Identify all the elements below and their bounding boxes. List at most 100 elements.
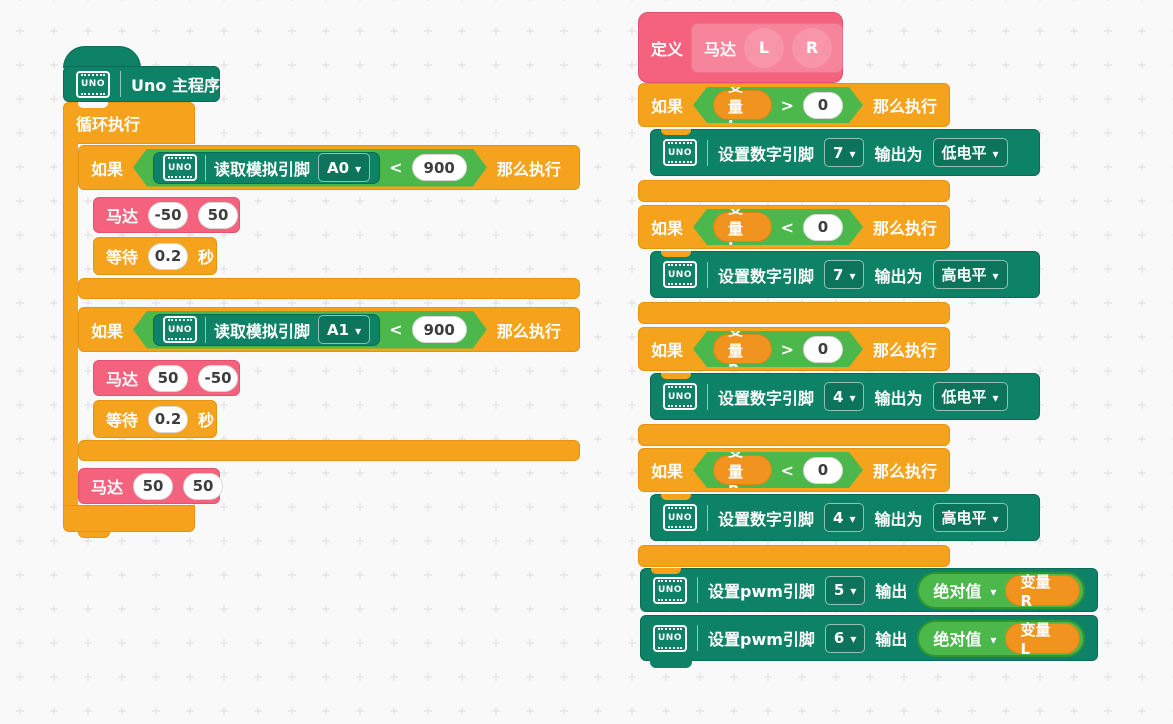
block-wait[interactable]: 等待 0.2 秒 (93, 400, 217, 438)
param-circle[interactable]: L (744, 27, 785, 68)
set-pwm-label: 设置pwm引脚 (708, 630, 815, 649)
block-if-analog-a0[interactable]: 如果 UNO 读取模拟引脚 A0 < 900 那么执行 (78, 145, 580, 190)
number-input[interactable]: 50 (183, 472, 224, 500)
abs-function-block[interactable]: 绝对值 变量 R (917, 571, 1085, 610)
number-input[interactable]: -50 (148, 201, 189, 229)
block-set-digital-pin[interactable]: UNO 设置数字引脚 4 输出为 高电平 (650, 494, 1040, 541)
number-input[interactable]: 0.2 (148, 405, 189, 433)
if-bottom-bar (638, 424, 950, 446)
level-dropdown[interactable]: 高电平 (932, 503, 1008, 532)
block-define-procedure[interactable]: 定义 马达 L R (638, 12, 844, 83)
number-input[interactable]: -50 (198, 364, 239, 392)
comparison-block[interactable]: UNO 读取模拟引脚 A0 < 900 (133, 149, 487, 187)
level-dropdown[interactable]: 低电平 (932, 382, 1008, 411)
block-set-pwm-pin[interactable]: UNO 设置pwm引脚 5 输出 绝对值 变量 R (640, 568, 1098, 612)
dropdown-arrow-icon (850, 581, 856, 599)
block-set-digital-pin[interactable]: UNO 设置数字引脚 4 输出为 低电平 (650, 373, 1040, 420)
procedure-name-block[interactable]: 马达 L R (691, 22, 844, 73)
block-set-pwm-pin[interactable]: UNO 设置pwm引脚 6 输出 绝对值 变量 L (640, 615, 1098, 661)
pin-dropdown[interactable]: A0 (318, 153, 370, 182)
define-keyword: 定义 (651, 39, 684, 59)
number-input[interactable]: 0 (803, 214, 843, 241)
block-read-analog[interactable]: UNO 读取模拟引脚 A1 (153, 314, 380, 346)
comparison-block[interactable]: 变量 L > 0 (693, 87, 863, 123)
stack-foot-tab (650, 660, 692, 668)
then-keyword: 那么执行 (496, 321, 561, 341)
uno-main-hat-dome (63, 46, 141, 68)
if-bottom-bar (638, 180, 950, 202)
then-keyword: 那么执行 (496, 159, 561, 179)
set-digital-label: 设置数字引脚 (718, 388, 815, 408)
block-set-digital-pin[interactable]: UNO 设置数字引脚 7 输出为 低电平 (650, 129, 1040, 176)
variable-oval[interactable]: 变量 L (713, 212, 772, 242)
block-uno-main[interactable]: UNO Uno 主程序 (63, 66, 220, 102)
block-motor-call[interactable]: 马达 -50 50 (93, 197, 240, 233)
block-motor-call[interactable]: 马达 50 -50 (93, 360, 240, 396)
block-if-variable[interactable]: 如果 变量 R < 0 那么执行 (638, 448, 950, 492)
number-input[interactable]: 900 (412, 316, 467, 343)
number-input[interactable]: 0 (803, 336, 843, 363)
output-as-label: 输出为 (874, 144, 923, 164)
comparison-block[interactable]: 变量 R > 0 (693, 331, 863, 367)
operator-label: < (389, 158, 403, 177)
block-set-digital-pin[interactable]: UNO 设置数字引脚 7 输出为 高电平 (650, 251, 1040, 298)
dropdown-arrow-icon (849, 388, 855, 406)
wait-label: 等待 (106, 411, 139, 430)
operator-label: < (780, 460, 794, 480)
comparison-block[interactable]: UNO 读取模拟引脚 A1 < 900 (133, 311, 487, 349)
set-digital-label: 设置数字引脚 (718, 509, 815, 529)
uno-board-icon: UNO (663, 504, 697, 531)
level-dropdown[interactable]: 高电平 (932, 260, 1008, 289)
block-if-variable[interactable]: 如果 变量 R > 0 那么执行 (638, 327, 950, 371)
divider (120, 71, 121, 97)
variable-oval[interactable]: 变量 R (713, 455, 772, 485)
level-dropdown[interactable]: 低电平 (932, 138, 1008, 167)
variable-oval[interactable]: 变量 R (1005, 573, 1080, 610)
then-keyword: 那么执行 (872, 462, 937, 481)
pin-dropdown[interactable]: 7 (824, 260, 865, 289)
pin-dropdown[interactable]: 5 (824, 575, 866, 605)
block-loop-forever[interactable]: 循环执行 (63, 102, 195, 144)
abs-function-block[interactable]: 绝对值 变量 L (917, 619, 1085, 658)
param-circle[interactable]: R (792, 27, 833, 68)
uno-board-icon: UNO (163, 154, 197, 181)
variable-oval[interactable]: 变量 R (713, 334, 772, 364)
if-keyword: 如果 (651, 341, 684, 360)
dropdown-arrow-icon (850, 629, 856, 647)
dropdown-arrow-icon (993, 388, 999, 406)
pin-dropdown[interactable]: 4 (824, 382, 865, 411)
number-input[interactable]: 900 (412, 154, 467, 181)
variable-oval[interactable]: 变量 L (1005, 621, 1080, 658)
number-input[interactable]: 0 (803, 457, 843, 484)
loop-label: 循环执行 (76, 115, 141, 134)
if-bottom-bar (638, 302, 950, 324)
block-if-analog-a1[interactable]: 如果 UNO 读取模拟引脚 A1 < 900 那么执行 (78, 307, 580, 352)
number-input[interactable]: 0.2 (148, 242, 189, 270)
if-keyword: 如果 (91, 321, 124, 341)
pin-dropdown[interactable]: 7 (824, 138, 865, 167)
uno-board-icon: UNO (653, 624, 687, 652)
pin-dropdown[interactable]: 6 (824, 623, 866, 653)
set-pwm-label: 设置pwm引脚 (708, 582, 815, 601)
number-input[interactable]: 0 (803, 92, 843, 119)
wait-label: 等待 (106, 248, 139, 267)
connector-notch (661, 373, 691, 379)
number-input[interactable]: 50 (198, 201, 239, 229)
connector-notch (661, 251, 691, 257)
if-bottom-bar (78, 278, 580, 299)
block-if-variable[interactable]: 如果 变量 L < 0 那么执行 (638, 205, 950, 249)
variable-oval[interactable]: 变量 L (713, 90, 772, 120)
pin-dropdown[interactable]: A1 (318, 315, 370, 344)
number-input[interactable]: 50 (133, 472, 174, 500)
block-motor-call[interactable]: 马达 50 50 (78, 468, 224, 504)
block-wait[interactable]: 等待 0.2 秒 (93, 237, 217, 275)
block-if-variable[interactable]: 如果 变量 L > 0 那么执行 (638, 83, 950, 127)
pin-dropdown[interactable]: 4 (824, 503, 865, 532)
number-input[interactable]: 50 (148, 364, 189, 392)
block-read-analog[interactable]: UNO 读取模拟引脚 A0 (153, 152, 380, 184)
comparison-block[interactable]: 变量 R < 0 (693, 452, 863, 488)
comparison-block[interactable]: 变量 L < 0 (693, 209, 863, 245)
output-as-label: 输出为 (874, 388, 923, 408)
if-bottom-bar (638, 545, 950, 567)
